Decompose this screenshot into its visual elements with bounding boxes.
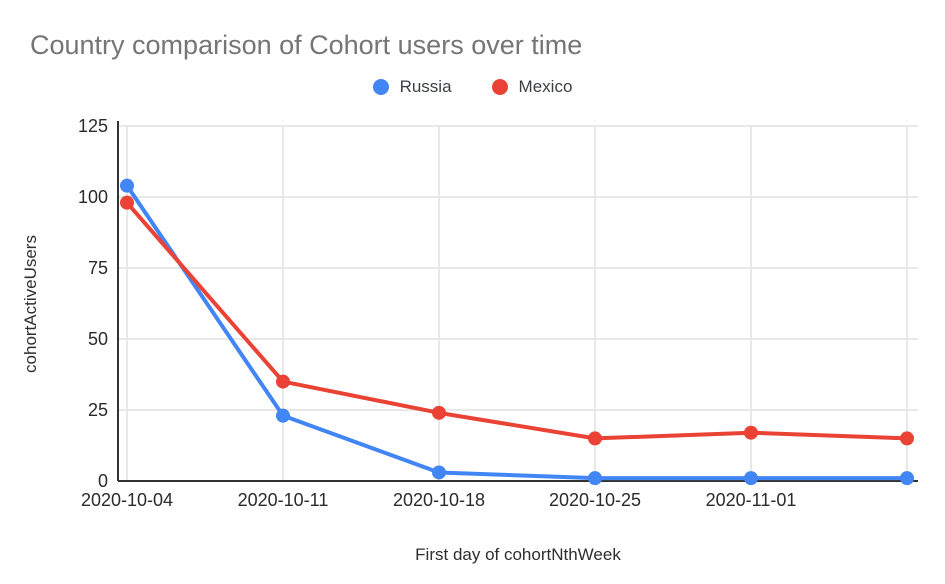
x-axis-title: First day of cohortNthWeek [415, 545, 621, 564]
legend-label-russia: Russia [399, 77, 452, 96]
x-tick-label: 2020-10-18 [393, 490, 485, 510]
data-point-russia[interactable] [276, 408, 290, 423]
series-mexico [120, 195, 914, 446]
y-tick-label: 25 [88, 400, 108, 420]
y-axis-title: cohortActiveUsers [21, 235, 40, 373]
y-tick-label: 50 [88, 329, 108, 349]
data-point-russia[interactable] [588, 471, 602, 486]
x-tick-label: 2020-10-04 [81, 490, 173, 510]
chart-title: Country comparison of Cohort users over … [30, 30, 583, 60]
y-tick-label: 75 [88, 258, 108, 278]
legend-dot-mexico [491, 79, 508, 95]
y-tick-label: 0 [98, 471, 108, 491]
legend-item-russia[interactable]: Russia [372, 77, 452, 97]
x-tick-label: 2020-10-25 [549, 490, 641, 510]
y-tick-label: 125 [78, 116, 108, 136]
x-tick-label: 2020-10-11 [238, 490, 329, 510]
legend-label-mexico: Mexico [518, 77, 573, 96]
data-point-russia[interactable] [744, 471, 758, 486]
y-tick-label: 100 [78, 187, 108, 207]
chart-legend: Russia Mexico [0, 77, 945, 97]
data-point-mexico[interactable] [900, 431, 914, 446]
series-line-russia [125, 183, 909, 481]
legend-item-mexico[interactable]: Mexico [491, 77, 573, 97]
series-line-mexico [125, 200, 909, 441]
series-russia [120, 178, 914, 486]
data-point-mexico[interactable] [744, 425, 758, 440]
data-point-russia[interactable] [120, 178, 134, 193]
x-tick-label: 2020-11-01 [706, 490, 797, 510]
data-point-mexico[interactable] [588, 431, 602, 446]
data-point-mexico[interactable] [432, 405, 446, 420]
data-point-russia[interactable] [432, 465, 446, 480]
legend-dot-russia [372, 79, 389, 95]
data-point-mexico[interactable] [276, 374, 290, 389]
data-point-mexico[interactable] [120, 195, 134, 210]
data-point-russia[interactable] [900, 471, 914, 486]
